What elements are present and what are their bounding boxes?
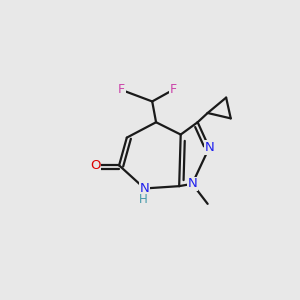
Text: N: N	[188, 177, 197, 190]
Text: N: N	[204, 141, 214, 154]
Text: O: O	[90, 159, 101, 172]
Text: N: N	[140, 182, 149, 195]
Text: F: F	[118, 83, 125, 96]
Text: F: F	[169, 83, 177, 96]
Text: H: H	[139, 193, 147, 206]
